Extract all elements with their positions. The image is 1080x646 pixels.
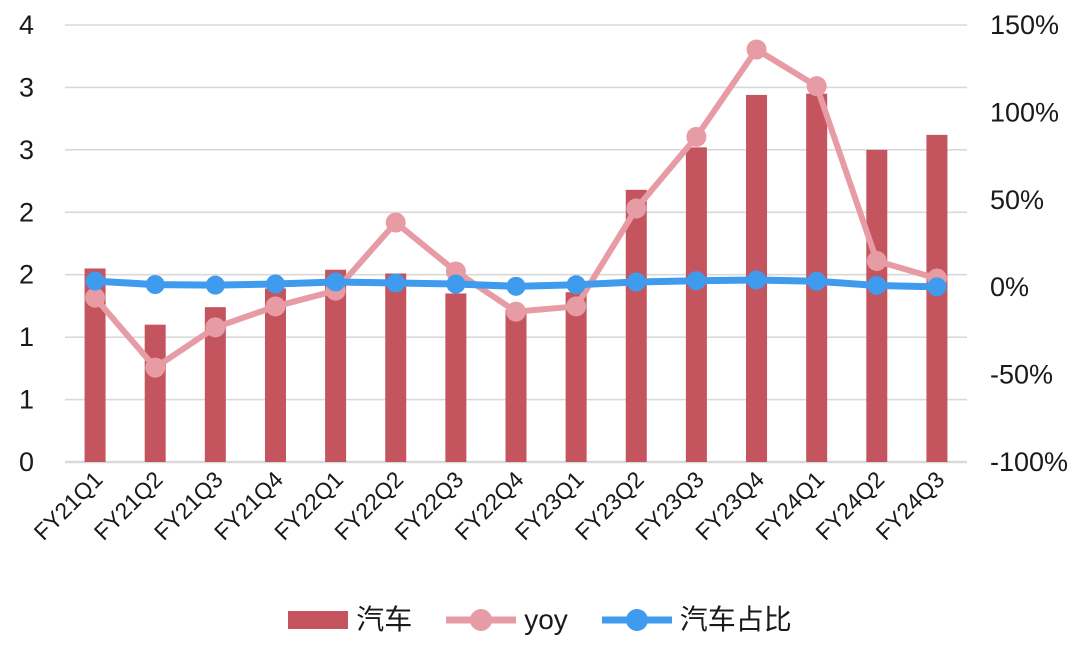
yoy-line-point [746, 39, 767, 60]
share-line-point [867, 275, 887, 295]
bar [926, 134, 948, 463]
left-axis-tick-label: 2 [19, 260, 34, 290]
chart-legend: 汽车 yoy 汽车占比 [0, 597, 1080, 643]
right-axis-tick-label: -50% [990, 360, 1053, 390]
right-axis-tick-label: 0% [990, 272, 1029, 302]
legend-swatch-bar [288, 611, 349, 629]
share-line-point [566, 275, 586, 295]
bar [685, 147, 707, 463]
share-line-point [85, 271, 105, 291]
bar [325, 269, 347, 462]
legend-label-share: 汽车占比 [679, 604, 792, 635]
left-axis-tick-label: 0 [19, 447, 34, 477]
share-line-point [686, 271, 706, 291]
left-axis-labels: 4 3 3 2 2 1 1 0 [19, 10, 34, 477]
bar [144, 324, 166, 462]
legend-label-bar: 汽车 [356, 604, 413, 635]
yoy-line [85, 39, 947, 378]
bar [866, 149, 888, 462]
legend-marker-share-line [601, 609, 672, 631]
share-line-point [506, 276, 526, 296]
legend-item-bar-series: 汽车 [288, 606, 412, 634]
bar-series [84, 93, 948, 463]
yoy-line-point [806, 76, 827, 97]
share-line-point [626, 272, 646, 292]
left-axis-tick-label: 1 [19, 385, 34, 415]
yoy-line-point [686, 126, 707, 147]
bar [84, 268, 106, 462]
yoy-line-point [566, 296, 587, 317]
bar [565, 292, 587, 462]
x-axis-labels: FY21Q1FY21Q2FY21Q3FY21Q4FY22Q1FY22Q2FY22… [29, 466, 950, 545]
share-line-point [747, 270, 767, 290]
bar [505, 309, 527, 462]
legend-item-share-line: 汽车占比 [601, 604, 792, 635]
share-line-point [446, 274, 466, 294]
share-line-point [807, 271, 827, 291]
share-line-point [927, 277, 947, 297]
right-axis-tick-label: 150% [990, 10, 1059, 40]
right-axis-tick-label: 50% [990, 185, 1044, 215]
yoy-line-point [265, 296, 286, 317]
left-axis-tick-label: 4 [19, 10, 34, 40]
legend-item-yoy-line: yoy [446, 606, 568, 634]
yoy-line-point [385, 212, 406, 233]
share-line-point [326, 272, 346, 292]
bar [385, 273, 407, 462]
legend-label-yoy: yoy [524, 604, 568, 635]
bar [625, 189, 647, 462]
bar [264, 288, 286, 462]
yoy-line-point [145, 357, 166, 378]
yoy-line-point [85, 287, 106, 308]
right-axis-tick-label: -100% [990, 447, 1068, 477]
yoy-line-point [506, 301, 526, 322]
legend-marker-yoy-line [446, 609, 517, 631]
bar [204, 307, 226, 462]
share-line-point [386, 273, 406, 293]
share-line-point [205, 275, 225, 295]
share-line [85, 270, 947, 297]
bar [445, 293, 467, 462]
right-axis-tick-label: 100% [990, 97, 1059, 127]
left-axis-tick-label: 3 [19, 135, 34, 165]
combo-chart-svg: 4 3 3 2 2 1 1 0 150% 100% 50% 0% -50% -100% FY21Q1FY21… [19, 10, 1068, 545]
left-axis-tick-label: 1 [19, 322, 34, 352]
yoy-line-point [205, 317, 226, 338]
share-line-point [145, 275, 165, 295]
yoy-line-point [866, 250, 887, 271]
yoy-line-point [626, 198, 647, 219]
right-axis-labels: 150% 100% 50% 0% -50% -100% [990, 10, 1068, 477]
left-axis-tick-label: 2 [19, 197, 34, 227]
left-axis-tick-label: 3 [19, 72, 34, 102]
share-line-point [265, 274, 285, 294]
